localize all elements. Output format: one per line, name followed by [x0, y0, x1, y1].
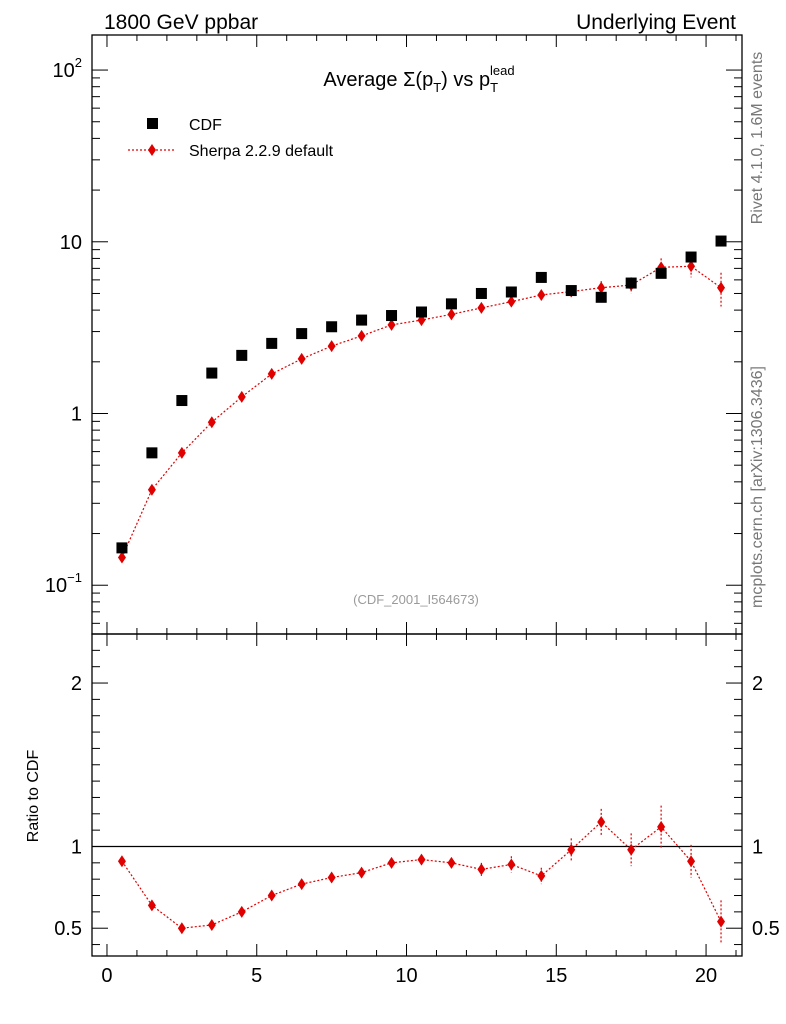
cdf-point [116, 542, 128, 554]
ratio-sherpa-point [237, 905, 246, 918]
sherpa-point [117, 551, 126, 564]
ratio-sherpa-point [717, 915, 726, 928]
side-label-lower: mcplots.cern.ch [arXiv:1306.3436] [749, 366, 766, 608]
cdf-point [565, 285, 577, 297]
cdf-point [386, 310, 398, 322]
ratio-sherpa-point [117, 855, 126, 868]
sherpa-point [327, 340, 336, 353]
sherpa-point [267, 367, 276, 380]
sherpa-point [237, 390, 246, 403]
ratio-sherpa-point [417, 853, 426, 866]
ratio-panel: Ratio to CDF 0 5 10 15 20 0.5 0.5 1 1 2 2 [25, 633, 780, 987]
header-left-label: 1800 GeV ppbar [104, 11, 258, 34]
ratio-sherpa-point [477, 863, 486, 876]
cdf-point [595, 291, 607, 303]
sherpa-point [507, 295, 516, 308]
cdf-point [356, 314, 368, 326]
x-tick-label: 20 [695, 965, 717, 987]
sherpa-point [177, 446, 186, 459]
ratio-sherpa-point [147, 899, 156, 912]
cdf-point [236, 349, 248, 361]
ratio-sherpa-point [207, 918, 216, 931]
y-tick-label: 10 [60, 232, 82, 254]
ratio-sherpa-point [507, 858, 516, 871]
cdf-point [475, 287, 487, 299]
sherpa-point [357, 329, 366, 342]
cdf-point [415, 306, 427, 318]
analysis-annotation: (CDF_2001_I564673) [353, 592, 479, 607]
legend-sherpa-label: Sherpa 2.2.9 default [189, 143, 334, 160]
sherpa-point [297, 352, 306, 365]
cdf-point [685, 251, 697, 263]
cdf-point [655, 267, 667, 279]
cdf-point [326, 321, 338, 333]
ratio-sherpa-point [177, 922, 186, 935]
y-tick-label: 1 [71, 404, 82, 426]
side-label-upper: Rivet 4.1.0, 1.6M events [749, 52, 766, 225]
cdf-point [625, 277, 637, 289]
ratio-sherpa-line [121, 821, 722, 929]
cdf-point [206, 367, 218, 379]
legend-sherpa-marker [148, 144, 156, 156]
ratio-plot-frame [91, 633, 743, 957]
sherpa-point [597, 281, 606, 294]
legend: CDF Sherpa 2.2.9 default [128, 117, 334, 160]
ratio-sherpa-point [297, 878, 306, 891]
header-right-label: Underlying Event [576, 11, 736, 34]
cdf-point [176, 395, 188, 407]
ratio-sherpa-point [447, 856, 456, 869]
cdf-point [146, 447, 158, 459]
ratio-sherpa-point [597, 815, 606, 828]
ratio-sherpa-point [627, 843, 636, 856]
x-tick-label: 5 [251, 965, 262, 987]
y-tick-label: 2 [71, 673, 82, 695]
ratio-ylabel: Ratio to CDF [25, 750, 42, 843]
sherpa-point [447, 308, 456, 321]
sherpa-point [717, 281, 726, 294]
x-tick-label: 15 [545, 965, 567, 987]
sherpa-point [537, 288, 546, 301]
cdf-point [266, 337, 278, 349]
main-plot-title: Average Σ(pT) vs pTlead [323, 63, 514, 95]
ratio-sherpa-point [537, 869, 546, 882]
y-tick-label-right: 1 [752, 836, 763, 858]
ratio-sherpa-point [687, 855, 696, 868]
ratio-sherpa-point [327, 871, 336, 884]
x-tick-label: 0 [101, 965, 112, 987]
cdf-point [445, 298, 457, 310]
y-tick-label-right: 2 [752, 673, 763, 695]
sherpa-point [207, 416, 216, 429]
x-tick-label: 10 [395, 965, 417, 987]
y-tick-label: 1 [71, 836, 82, 858]
sherpa-point [687, 260, 696, 273]
ratio-sherpa-point [267, 889, 276, 902]
y-tick-label-right: 0.5 [752, 918, 780, 940]
cdf-point [535, 271, 547, 283]
legend-cdf-label: CDF [189, 117, 222, 134]
sherpa-point [477, 301, 486, 314]
y-tick-label: 10−1 [45, 570, 82, 597]
y-tick-label: 102 [53, 55, 82, 82]
legend-cdf-marker [147, 118, 158, 129]
sherpa-point [147, 483, 156, 496]
ratio-sherpa-point [357, 866, 366, 879]
cdf-point [505, 286, 517, 298]
ratio-sherpa-point [387, 856, 396, 869]
ratio-sherpa-point [657, 820, 666, 833]
ratio-sherpa-point [567, 843, 576, 856]
y-tick-label: 0.5 [54, 918, 82, 940]
cdf-point [296, 328, 308, 340]
main-panel: Average Σ(pT) vs pTlead (CDF_2001_I56467… [45, 34, 743, 635]
cdf-point [715, 235, 727, 247]
sherpa-point [387, 318, 396, 331]
